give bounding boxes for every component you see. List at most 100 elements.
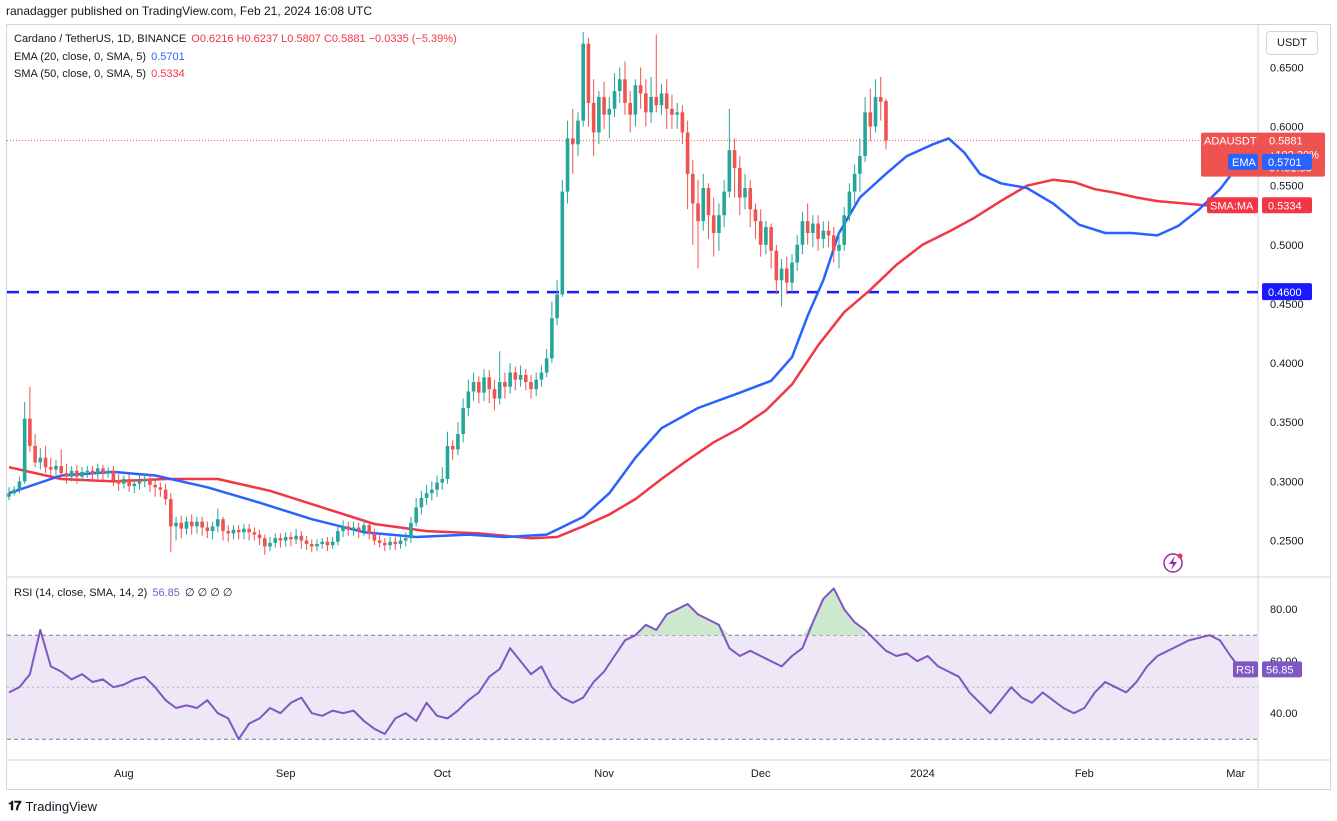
- time-tick-label: Nov: [594, 768, 614, 780]
- candle-body-up: [210, 526, 215, 532]
- candle-body-up: [659, 93, 664, 106]
- candle-body-down: [48, 467, 53, 470]
- candle-body-up: [790, 262, 794, 283]
- price-tick-label: 0.4500: [1270, 299, 1304, 311]
- candle-body-down: [111, 470, 116, 481]
- time-tick-label: Aug: [114, 768, 134, 780]
- rsi-line: [8, 587, 1242, 741]
- candle-body-down: [664, 93, 669, 109]
- legend-ohlc: O0.6216 H0.6237 L0.5807 C0.5881 −0.0335 …: [191, 33, 457, 45]
- candle-body-up: [17, 481, 22, 490]
- candle-body-up: [471, 382, 476, 392]
- rsi-tick-label: 40.00: [1270, 708, 1298, 720]
- candle-body-up: [424, 493, 429, 498]
- time-tick-label: Dec: [751, 768, 771, 780]
- candle-body-up: [858, 156, 862, 174]
- candle-body-down: [221, 519, 225, 532]
- rsi-tick-label: 80.00: [1270, 604, 1298, 616]
- candle-body-down: [711, 215, 716, 233]
- candle-body-up: [362, 525, 366, 532]
- candle-body-down: [826, 230, 831, 236]
- candle-body-down: [101, 468, 105, 474]
- candle-body-down: [529, 382, 533, 390]
- sma-tag-value: 0.5334: [1268, 200, 1302, 212]
- candle-body-up: [837, 244, 841, 251]
- candle-body-up: [821, 230, 826, 239]
- candle-body-up: [330, 541, 335, 546]
- time-tick-label: Mar: [1226, 768, 1245, 780]
- candle-body-up: [195, 521, 199, 527]
- candle-body-down: [758, 221, 763, 245]
- candle-body-down: [278, 538, 283, 541]
- candle-body-up: [717, 215, 721, 233]
- candle-body-down: [670, 108, 674, 115]
- candle-body-up: [95, 468, 100, 475]
- candle-body-up: [555, 294, 559, 319]
- candle-body-down: [732, 150, 737, 168]
- candle-body-down: [638, 85, 643, 94]
- candle-body-down: [325, 541, 330, 546]
- candle-body-down: [247, 528, 251, 533]
- legend-rsi: RSI (14, close, SMA, 14, 2) 56.85 ∅ ∅ ∅ …: [14, 586, 232, 599]
- candle-body-up: [69, 470, 74, 477]
- candle-body-up: [294, 535, 298, 540]
- candle-body-up: [430, 489, 434, 494]
- candle-body-up: [461, 408, 465, 435]
- candle-body-up: [231, 529, 236, 534]
- support-level-value: 0.4600: [1268, 287, 1302, 299]
- legend-rsi-value: 56.85: [152, 587, 180, 599]
- legend-title: Cardano / TetherUS, 1D, BINANCE: [14, 33, 187, 45]
- candle-body-down: [884, 100, 888, 141]
- candle-body-down: [513, 372, 518, 380]
- candle-body-down: [75, 470, 79, 477]
- candle-body-up: [419, 497, 424, 508]
- price-tick-label: 0.6000: [1270, 122, 1304, 134]
- candle-body-up: [743, 188, 747, 198]
- candle-body-up: [54, 466, 58, 470]
- ema-tag-label: EMA: [1232, 157, 1257, 169]
- ema-tag-value-bg: [1262, 153, 1312, 170]
- candle-body-up: [581, 43, 585, 121]
- candle-body-up: [649, 96, 653, 113]
- candle-body-down: [644, 93, 648, 113]
- candle-body-down: [372, 533, 377, 541]
- candle-body-down: [205, 527, 210, 532]
- candle-body-down: [738, 167, 742, 198]
- time-tick-label: Sep: [276, 768, 296, 780]
- candle-body-up: [607, 108, 612, 115]
- legend-sma-label: SMA (50, close, 0, SMA, 5): [14, 68, 147, 80]
- legend-sma: SMA (50, close, 0, SMA, 5) 0.5334: [14, 68, 185, 80]
- candle-body-up: [617, 79, 622, 92]
- candle-body-up: [852, 173, 857, 192]
- candle-body-down: [377, 540, 382, 543]
- candle-body-down: [236, 529, 241, 533]
- candle-body-up: [336, 531, 340, 542]
- candle-body-down: [831, 235, 836, 251]
- candle-body-down: [127, 479, 131, 487]
- candle-body-up: [132, 483, 137, 487]
- candle-body-up: [320, 541, 324, 545]
- candle-body-down: [59, 466, 63, 474]
- candle-body-down: [878, 96, 883, 102]
- sma-tag-value-bg: [1262, 197, 1312, 214]
- candle-body-up: [560, 191, 565, 295]
- candle-body-down: [28, 418, 32, 446]
- candle-body-up: [534, 379, 539, 390]
- candle-body-up: [22, 418, 27, 482]
- candle-body-up: [174, 522, 178, 527]
- candle-body-down: [784, 268, 789, 283]
- candle-body-up: [283, 536, 288, 541]
- candle-body-down: [654, 96, 659, 106]
- currency-selector[interactable]: USDT: [1266, 31, 1318, 55]
- time-tick-label: Feb: [1075, 768, 1094, 780]
- price-tick-label: 0.3500: [1270, 417, 1304, 429]
- candle-body-down: [586, 43, 591, 103]
- candle-body-down: [487, 377, 492, 390]
- legend-main: Cardano / TetherUS, 1D, BINANCE O0.6216 …: [14, 33, 457, 45]
- candle-body-down: [503, 382, 507, 387]
- rsi-tag-value: 56.85: [1266, 664, 1294, 676]
- lightning-icon-dot: [1177, 553, 1183, 559]
- candle-body-up: [403, 538, 408, 541]
- candle-body-up: [544, 358, 549, 373]
